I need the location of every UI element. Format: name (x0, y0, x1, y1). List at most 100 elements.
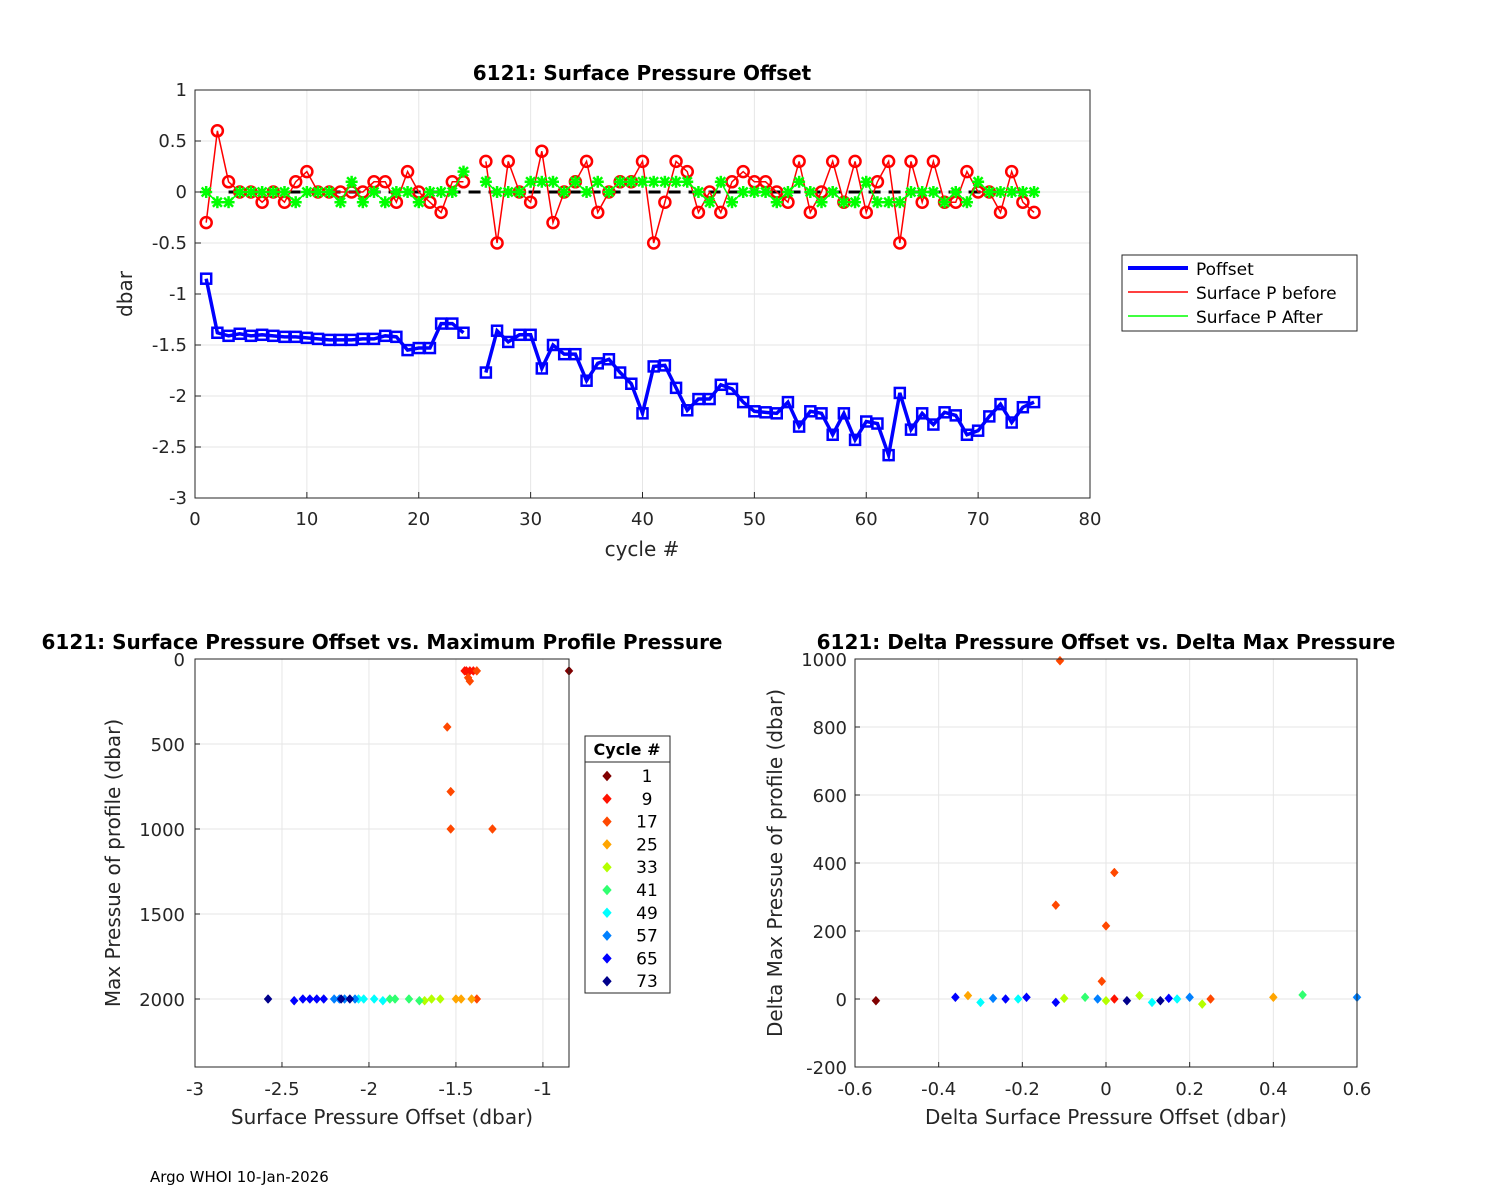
br-scatter-point (1147, 997, 1157, 1008)
top-tick-label-y: -0.5 (152, 233, 187, 254)
br-tick-label-y: 200 (813, 922, 847, 943)
poffset-point (971, 424, 985, 437)
top-tick-label-x: 40 (631, 509, 654, 530)
after-point (334, 196, 347, 209)
bl-tick-label-y: 1000 (139, 820, 185, 841)
before-point (691, 205, 706, 220)
poffset-point (535, 362, 549, 375)
bl-scatter-point (446, 786, 456, 797)
bl-scatter-point (378, 995, 388, 1006)
bl-scatter-point (472, 666, 482, 676)
poffset-point (524, 328, 537, 342)
after-point (703, 196, 716, 209)
before-point (736, 164, 750, 179)
after-point (435, 186, 448, 198)
top-tick-label-x: 20 (407, 509, 430, 530)
after-point (882, 196, 895, 209)
poffset-point (546, 338, 560, 352)
bl-tick-label-x: -3 (186, 1079, 204, 1100)
poffset-point (658, 359, 672, 372)
after-point (412, 196, 425, 209)
poffset-point (423, 341, 437, 355)
after-point (267, 186, 280, 198)
after-point (670, 175, 683, 188)
br-tick-label-x: 0.6 (1343, 1079, 1372, 1100)
bl-scatter-point (312, 994, 322, 1004)
after-point (569, 175, 582, 188)
poffset-point (736, 395, 750, 409)
bl-scatter-point (369, 994, 379, 1004)
before-point (591, 205, 605, 220)
before-point (646, 236, 661, 250)
poffset-point (1027, 395, 1041, 409)
top-tick-label-y: 0.5 (158, 131, 187, 152)
cycle-legend-marker (602, 884, 612, 896)
bl-tick-label-x: -2 (360, 1079, 378, 1100)
after-point (1028, 186, 1041, 198)
br-scatter-point (1135, 990, 1144, 1001)
before-point (501, 154, 515, 169)
bl-scatter-point (435, 994, 445, 1004)
poffset-point (770, 407, 783, 420)
cycle-legend-marker (602, 975, 612, 987)
poffset-point (826, 428, 839, 442)
bl-scatter-point (336, 994, 346, 1004)
after-point (200, 186, 213, 198)
poffset-point (569, 347, 582, 361)
br-scatter-point (1172, 994, 1182, 1004)
before-point (523, 195, 538, 209)
bl-scatter-point (329, 994, 339, 1004)
bl-ticks: -3 -2.5 -2 -1.5 -1 0 500 1000 1500 2000 (139, 650, 552, 1100)
before-point (479, 154, 493, 169)
bl-tick-label-x: -2.5 (264, 1079, 299, 1100)
br-y-label: Delta Max Pressue of profile (dbar) (763, 689, 787, 1037)
legend-label-before: Surface P before (1196, 284, 1337, 304)
bl-scatter-point (488, 824, 497, 834)
after-point (737, 186, 750, 198)
after-point (636, 175, 649, 188)
cycle-legend-label: 41 (636, 881, 658, 901)
poffset-point (669, 381, 683, 395)
br-scatter-point (1001, 994, 1010, 1004)
br-ticks: -0.6 -0.4 -0.2 0 0.2 0.4 0.6 1000 800 600 400 200 0 -… (801, 650, 1371, 1100)
br-scatter-point (976, 997, 985, 1008)
bl-tick-label-y: 500 (151, 735, 185, 756)
footer-text: Argo WHOI 10-Jan-2026 (150, 1168, 329, 1186)
poffset-point (882, 448, 895, 462)
br-tick-label-y: 1000 (801, 650, 847, 671)
bl-scatter-point (427, 994, 436, 1004)
top-tick-label-x: 70 (967, 509, 990, 530)
br-x-label: Delta Surface Pressure Offset (dbar) (925, 1105, 1287, 1129)
after-point (614, 175, 627, 188)
before-point (210, 124, 225, 138)
cycle-legend-title: Cycle # (594, 740, 661, 759)
poffset-point (636, 407, 649, 420)
after-point (781, 186, 794, 198)
cycle-legend-label: 73 (636, 972, 658, 992)
after-point (726, 196, 738, 209)
br-scatter-point (1268, 992, 1278, 1003)
poffset-point (893, 386, 907, 400)
poffset-point (490, 324, 504, 337)
top-tick-label-y: 1 (176, 80, 187, 101)
before-point (926, 154, 941, 169)
bl-scatter-point (298, 994, 308, 1004)
top-tick-label-x: 0 (189, 509, 200, 530)
poffset-point (927, 418, 940, 431)
after-point (826, 186, 839, 198)
before-point (993, 205, 1008, 220)
before-point (960, 164, 974, 179)
after-point (994, 186, 1007, 198)
br-chart-title: 6121: Delta Pressure Offset vs. Delta Ma… (817, 630, 1396, 654)
br-scatter-point (1110, 867, 1119, 878)
after-point (905, 186, 917, 198)
br-tick-label-y: 400 (813, 854, 847, 875)
after-point (714, 175, 727, 188)
bottom-left-chart: -3 -2.5 -2 -1.5 -1 0 500 1000 1500 2000 6121: Sur… (42, 630, 723, 1129)
br-points (871, 655, 1362, 1009)
top-chart-title: 6121: Surface Pressure Offset (473, 61, 812, 85)
top-tick-label-y: -2 (169, 386, 187, 407)
poffset-point (602, 353, 616, 366)
br-scatter-point (1122, 995, 1132, 1006)
br-tick-label-x: 0.4 (1259, 1079, 1288, 1100)
